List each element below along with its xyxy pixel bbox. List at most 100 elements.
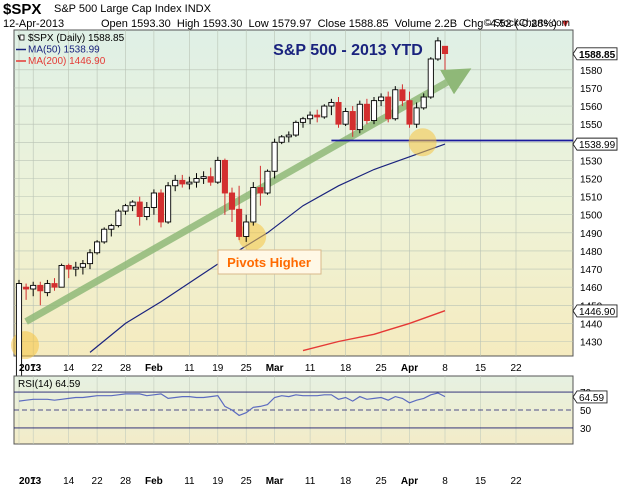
pivot-highlight xyxy=(238,222,267,251)
pivot-highlight xyxy=(11,331,39,360)
rsi-x-tick-label: Mar xyxy=(266,476,284,487)
rsi-current-label: 64.59 xyxy=(572,390,608,404)
price-label-tag xyxy=(572,137,618,151)
price-tick-label: 1500 xyxy=(580,211,603,222)
candle-body xyxy=(356,103,363,131)
price-label-text: 1538.99 xyxy=(579,140,616,151)
annotation-box xyxy=(217,249,322,275)
candle-body xyxy=(363,103,370,122)
candle-body xyxy=(399,89,406,102)
ticker-symbol: $SPX xyxy=(3,1,42,18)
candle-body xyxy=(236,208,243,237)
candle-body xyxy=(257,187,264,194)
rsi-x-tick-label: 22 xyxy=(92,476,104,487)
price-tick-label: 1490 xyxy=(580,229,603,240)
candle-body xyxy=(143,207,150,217)
candle-body xyxy=(228,192,236,210)
rsi-line xyxy=(18,392,446,417)
price-plot-area xyxy=(13,29,574,357)
x-tick-label: Mar xyxy=(266,363,284,374)
candle-body xyxy=(243,221,250,237)
candle-body xyxy=(86,252,94,265)
candle-body xyxy=(179,179,186,185)
x-tick-label: 11 xyxy=(184,363,195,374)
chg-label: Chg xyxy=(463,18,484,30)
rsi-x-tick-label: Feb xyxy=(145,476,163,487)
chg-down-arrow-icon: ▼ xyxy=(559,18,571,30)
price-axis-label: 1588.85 xyxy=(572,47,618,61)
x-tick-label: 28 xyxy=(120,363,132,374)
price-panel: 1430144014501460147014801490150015101520… xyxy=(11,29,618,393)
x-tick-label: 14 xyxy=(63,363,75,374)
x-tick-label: 18 xyxy=(340,363,352,374)
candle-body xyxy=(314,114,321,118)
rsi-x-tick-label: 25 xyxy=(376,476,388,487)
close-value: 1588.85 xyxy=(348,18,389,30)
candle-body xyxy=(193,178,200,183)
chart-title: S&P 500 - 2013 YTD xyxy=(273,42,423,59)
price-tick-label: 1530 xyxy=(580,156,603,167)
x-tick-label: 22 xyxy=(92,363,104,374)
rsi-label-tag xyxy=(572,390,608,404)
low-value: 1579.97 xyxy=(271,18,312,30)
price-tick-label: 1440 xyxy=(580,319,603,330)
candle-body xyxy=(392,89,399,120)
quote-date: 12-Apr-2013 xyxy=(3,18,65,30)
price-tick-label: 1520 xyxy=(580,175,603,186)
candle-body xyxy=(420,96,427,109)
brand-watermark: © StockCharts.com xyxy=(483,18,570,29)
x-tick-label: 11 xyxy=(305,363,316,374)
candle-body xyxy=(307,114,314,120)
price-tick-label: 1480 xyxy=(580,247,603,258)
candle-body xyxy=(23,286,30,290)
candle-body xyxy=(65,264,72,270)
candle-body xyxy=(122,205,129,212)
chg-value: -4.52 (-0.28%) xyxy=(486,18,557,30)
price-label-text: 1446.90 xyxy=(579,307,616,318)
rsi-tick-label: 30 xyxy=(580,424,592,435)
candle-body xyxy=(44,283,51,294)
x-tick-label: Feb xyxy=(145,363,163,374)
candle-body xyxy=(299,118,307,123)
candle-body xyxy=(406,100,413,125)
x-tick-label: 25 xyxy=(376,363,388,374)
rsi-x-tick-label: 22 xyxy=(510,476,522,487)
price-tick-label: 1460 xyxy=(580,283,603,294)
price-label-tag xyxy=(572,304,618,318)
pivot-highlight xyxy=(408,128,437,157)
candle-body xyxy=(349,111,356,131)
price-tick-label: 1560 xyxy=(580,102,603,113)
price-tick-label: 1510 xyxy=(580,193,603,204)
candle-body xyxy=(378,96,385,102)
price-axis-label: 1446.90 xyxy=(572,304,618,318)
candle-body xyxy=(264,170,271,194)
rsi-x-tick-label: 15 xyxy=(475,476,487,487)
price-tick-label: 1570 xyxy=(580,84,603,95)
price-label-tag xyxy=(572,47,618,61)
volume-label: Volume xyxy=(394,18,432,30)
candle-body xyxy=(221,159,228,194)
x-tick-label: 2013 xyxy=(19,363,42,374)
candle-body xyxy=(370,100,378,122)
ma50-line xyxy=(89,143,446,353)
candle-body xyxy=(108,225,115,230)
candle-body xyxy=(385,96,392,120)
candle-body xyxy=(427,58,434,98)
price-tick-label: 1470 xyxy=(580,265,603,276)
candle-body xyxy=(250,187,257,223)
candle-body xyxy=(58,264,65,288)
rsi-tick-label: 50 xyxy=(580,406,592,417)
candle-body xyxy=(342,111,349,125)
rsi-x-tick-label: 18 xyxy=(340,476,352,487)
close-label: Close xyxy=(317,18,346,30)
rsi-x-tick-label: 11 xyxy=(184,476,195,487)
rsi-x-tick-label: 19 xyxy=(212,476,224,487)
rsi-x-tick-label: 14 xyxy=(63,476,75,487)
price-label-text: 1588.85 xyxy=(579,50,616,61)
candle-body xyxy=(186,181,193,185)
candle-body xyxy=(101,228,108,243)
legend-entry: MA(200) 1446.90 xyxy=(28,56,106,67)
ticker-name: S&P 500 Large Cap Index INDX xyxy=(54,3,211,15)
legend-candle-icon xyxy=(19,34,25,41)
